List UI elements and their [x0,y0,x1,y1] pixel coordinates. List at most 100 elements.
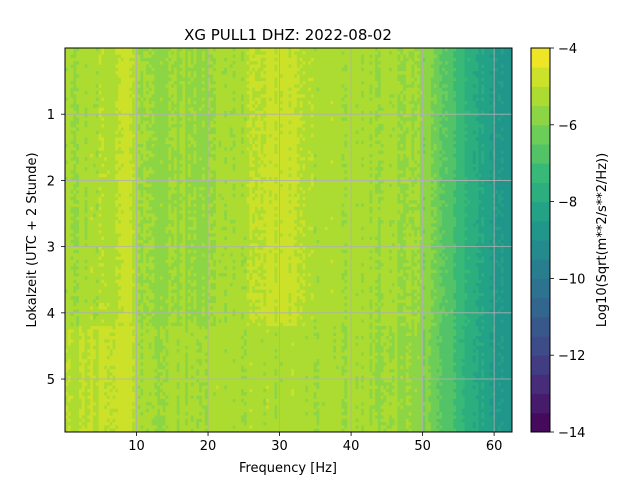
heatmap-cell [294,87,298,92]
heatmap-cell [442,51,446,56]
heatmap-cell [109,61,114,66]
heatmap-cell [224,61,228,66]
heatmap-cell [204,48,209,52]
heatmap-cell [157,54,161,59]
heatmap-cell [422,84,426,89]
heatmap-cell [439,87,443,92]
heatmap-cell [260,61,264,66]
heatmap-cell [285,61,290,66]
heatmap-cell [213,77,217,82]
heatmap-cell [288,94,292,99]
heatmap-cell [159,87,164,92]
heatmap-cell [90,84,94,89]
heatmap-cell [349,91,354,95]
heatmap-cell [380,57,385,62]
heatmap-cell [260,84,264,89]
heatmap-cell [489,51,494,56]
heatmap-cell [486,100,491,105]
heatmap-cell [484,84,488,89]
heatmap-cell [310,91,315,95]
heatmap-cell [372,77,376,82]
heatmap-cell [377,71,382,76]
heatmap-cell [126,51,130,56]
heatmap-cell [495,67,499,72]
heatmap-cell [450,71,454,76]
heatmap-cell [185,84,189,89]
heatmap-cell [243,51,248,56]
heatmap-cell [361,74,365,79]
heatmap-cell [143,104,147,109]
heatmap-cell [106,104,111,109]
heatmap-cell [447,87,452,92]
heatmap-cell [380,104,385,109]
heatmap-cell [171,81,175,86]
heatmap-cell [419,64,424,69]
heatmap-cell [123,77,128,82]
heatmap-cell [386,84,390,89]
heatmap-cell [148,100,153,105]
heatmap-cell [383,84,387,89]
heatmap-cell [282,94,287,99]
heatmap-cell [400,97,404,102]
heatmap-cell [495,71,499,76]
heatmap-cell [146,81,150,86]
heatmap-cell [433,64,438,69]
heatmap-cell [464,71,468,76]
heatmap-cell [92,104,97,109]
heatmap-cell [369,87,373,92]
heatmap-cell [302,51,306,56]
heatmap-cell [428,91,432,95]
heatmap-cell [369,48,373,52]
heatmap-cell [481,54,485,59]
heatmap-cell [235,81,239,86]
heatmap-cell [266,91,270,95]
heatmap-cell [199,91,203,95]
heatmap-cell [87,97,91,102]
heatmap-cell [363,94,368,99]
heatmap-cell [65,77,69,82]
heatmap-cell [394,57,399,62]
heatmap-cell [380,84,385,89]
heatmap-cell [400,54,404,59]
heatmap-cell [235,74,239,79]
heatmap-cell [414,87,418,92]
heatmap-cell [246,97,250,102]
heatmap-cell [129,84,133,89]
heatmap-cell [238,67,242,72]
heatmap-cell [430,48,435,52]
heatmap-cell [509,71,512,76]
heatmap-cell [391,61,396,66]
heatmap-cell [224,77,228,82]
heatmap-cell [151,91,155,95]
heatmap-cell [196,54,200,59]
heatmap-cell [394,84,399,89]
heatmap-cell [391,54,396,59]
heatmap-cell [243,74,248,79]
heatmap-cell [394,67,399,72]
heatmap-cell [486,77,491,82]
heatmap-cell [344,48,348,52]
heatmap-cell [372,87,376,92]
heatmap-cell [481,71,485,76]
heatmap-cell [90,87,94,92]
heatmap-cell [210,77,214,82]
heatmap-cell [196,74,200,79]
heatmap-cell [246,87,250,92]
heatmap-cell [115,77,119,82]
heatmap-cell [115,100,119,105]
heatmap-cell [252,67,256,72]
heatmap-cell [190,97,195,102]
heatmap-cell [154,91,158,95]
heatmap-cell [137,87,142,92]
heatmap-cell [277,100,281,105]
heatmap-cell [475,48,480,52]
heatmap-cell [65,104,69,109]
heatmap-cell [67,74,72,79]
heatmap-cell [444,48,449,52]
heatmap-cell [308,94,312,99]
heatmap-cell [162,48,167,52]
heatmap-cell [176,61,181,66]
heatmap-cell [221,51,225,56]
heatmap-cell [489,97,494,102]
heatmap-cell [224,87,228,92]
